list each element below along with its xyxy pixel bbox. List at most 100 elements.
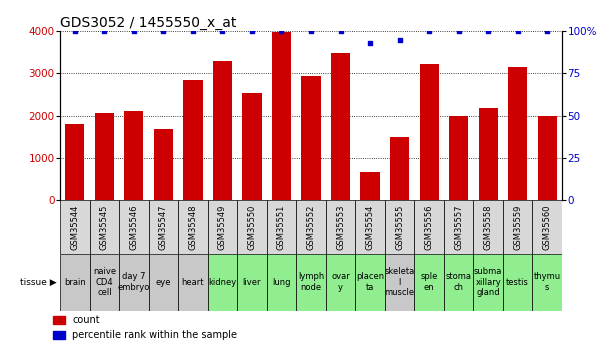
Bar: [124, 111, 144, 200]
Text: GSM35555: GSM35555: [395, 204, 404, 249]
Bar: [60, 254, 90, 310]
Bar: [237, 254, 267, 310]
Text: GDS3052 / 1455550_x_at: GDS3052 / 1455550_x_at: [60, 16, 236, 30]
Text: GSM35558: GSM35558: [484, 204, 493, 249]
Bar: [444, 200, 474, 254]
Bar: [419, 65, 439, 200]
Bar: [385, 254, 414, 310]
Bar: [532, 200, 562, 254]
Bar: [444, 254, 474, 310]
Bar: [414, 200, 444, 254]
Text: stoma
ch: stoma ch: [445, 272, 472, 292]
Bar: [183, 80, 203, 200]
Bar: [296, 200, 326, 254]
Bar: [119, 200, 148, 254]
Point: [483, 28, 493, 34]
Bar: [90, 254, 119, 310]
Text: GSM35545: GSM35545: [100, 204, 109, 249]
Bar: [355, 254, 385, 310]
Bar: [154, 129, 173, 200]
Bar: [66, 124, 85, 200]
Point: [307, 28, 316, 34]
Bar: [267, 200, 296, 254]
Text: kidney: kidney: [209, 277, 237, 287]
Point: [100, 28, 109, 34]
Bar: [178, 254, 208, 310]
Text: GSM35556: GSM35556: [424, 204, 433, 249]
Legend: count, percentile rank within the sample: count, percentile rank within the sample: [53, 315, 237, 340]
Bar: [355, 200, 385, 254]
Bar: [532, 254, 562, 310]
Text: eye: eye: [156, 277, 171, 287]
Point: [70, 28, 80, 34]
Bar: [90, 200, 119, 254]
Point: [424, 28, 434, 34]
Point: [395, 37, 404, 42]
Text: subma
xillary
gland: subma xillary gland: [474, 267, 502, 297]
Bar: [95, 112, 114, 200]
Bar: [474, 254, 503, 310]
Text: GSM35554: GSM35554: [365, 204, 374, 249]
Text: lymph
node: lymph node: [298, 272, 324, 292]
Bar: [148, 200, 178, 254]
Bar: [148, 254, 178, 310]
Text: naive
CD4
cell: naive CD4 cell: [93, 267, 116, 297]
Bar: [272, 32, 291, 200]
Bar: [385, 200, 414, 254]
Text: brain: brain: [64, 277, 86, 287]
Bar: [326, 200, 355, 254]
Bar: [208, 254, 237, 310]
Point: [513, 28, 522, 34]
Bar: [119, 254, 148, 310]
Text: GSM35544: GSM35544: [70, 204, 79, 249]
Text: GSM35546: GSM35546: [129, 204, 138, 249]
Bar: [361, 172, 380, 200]
Bar: [503, 254, 532, 310]
Text: GSM35553: GSM35553: [336, 204, 345, 249]
Bar: [331, 52, 350, 200]
Bar: [537, 116, 557, 200]
Text: GSM35547: GSM35547: [159, 204, 168, 249]
Text: GSM35550: GSM35550: [248, 204, 257, 249]
Point: [336, 28, 346, 34]
Text: thymu
s: thymu s: [534, 272, 561, 292]
Text: ovar
y: ovar y: [331, 272, 350, 292]
Bar: [60, 200, 90, 254]
Text: GSM35559: GSM35559: [513, 204, 522, 249]
Text: GSM35557: GSM35557: [454, 204, 463, 249]
Bar: [478, 108, 498, 200]
Bar: [503, 200, 532, 254]
Text: GSM35552: GSM35552: [307, 204, 316, 249]
Text: heart: heart: [182, 277, 204, 287]
Text: GSM35560: GSM35560: [543, 204, 552, 249]
Point: [542, 28, 552, 34]
Point: [159, 28, 168, 34]
Bar: [208, 200, 237, 254]
Text: GSM35549: GSM35549: [218, 204, 227, 249]
Bar: [474, 200, 503, 254]
Text: testis: testis: [506, 277, 529, 287]
Text: skeleta
l
muscle: skeleta l muscle: [385, 267, 415, 297]
Point: [276, 28, 286, 34]
Bar: [237, 200, 267, 254]
Bar: [414, 254, 444, 310]
Bar: [178, 200, 208, 254]
Bar: [302, 76, 320, 200]
Bar: [449, 116, 468, 200]
Text: GSM35551: GSM35551: [277, 204, 286, 249]
Text: day 7
embryо: day 7 embryо: [118, 272, 150, 292]
Text: sple
en: sple en: [421, 272, 438, 292]
Text: lung: lung: [272, 277, 291, 287]
Text: tissue ▶: tissue ▶: [20, 277, 57, 287]
Bar: [508, 67, 527, 200]
Point: [454, 28, 463, 34]
Bar: [242, 93, 261, 200]
Bar: [213, 61, 232, 200]
Bar: [390, 137, 409, 200]
Bar: [267, 254, 296, 310]
Text: GSM35548: GSM35548: [189, 204, 198, 249]
Point: [188, 28, 198, 34]
Text: liver: liver: [243, 277, 261, 287]
Bar: [296, 254, 326, 310]
Point: [365, 40, 375, 46]
